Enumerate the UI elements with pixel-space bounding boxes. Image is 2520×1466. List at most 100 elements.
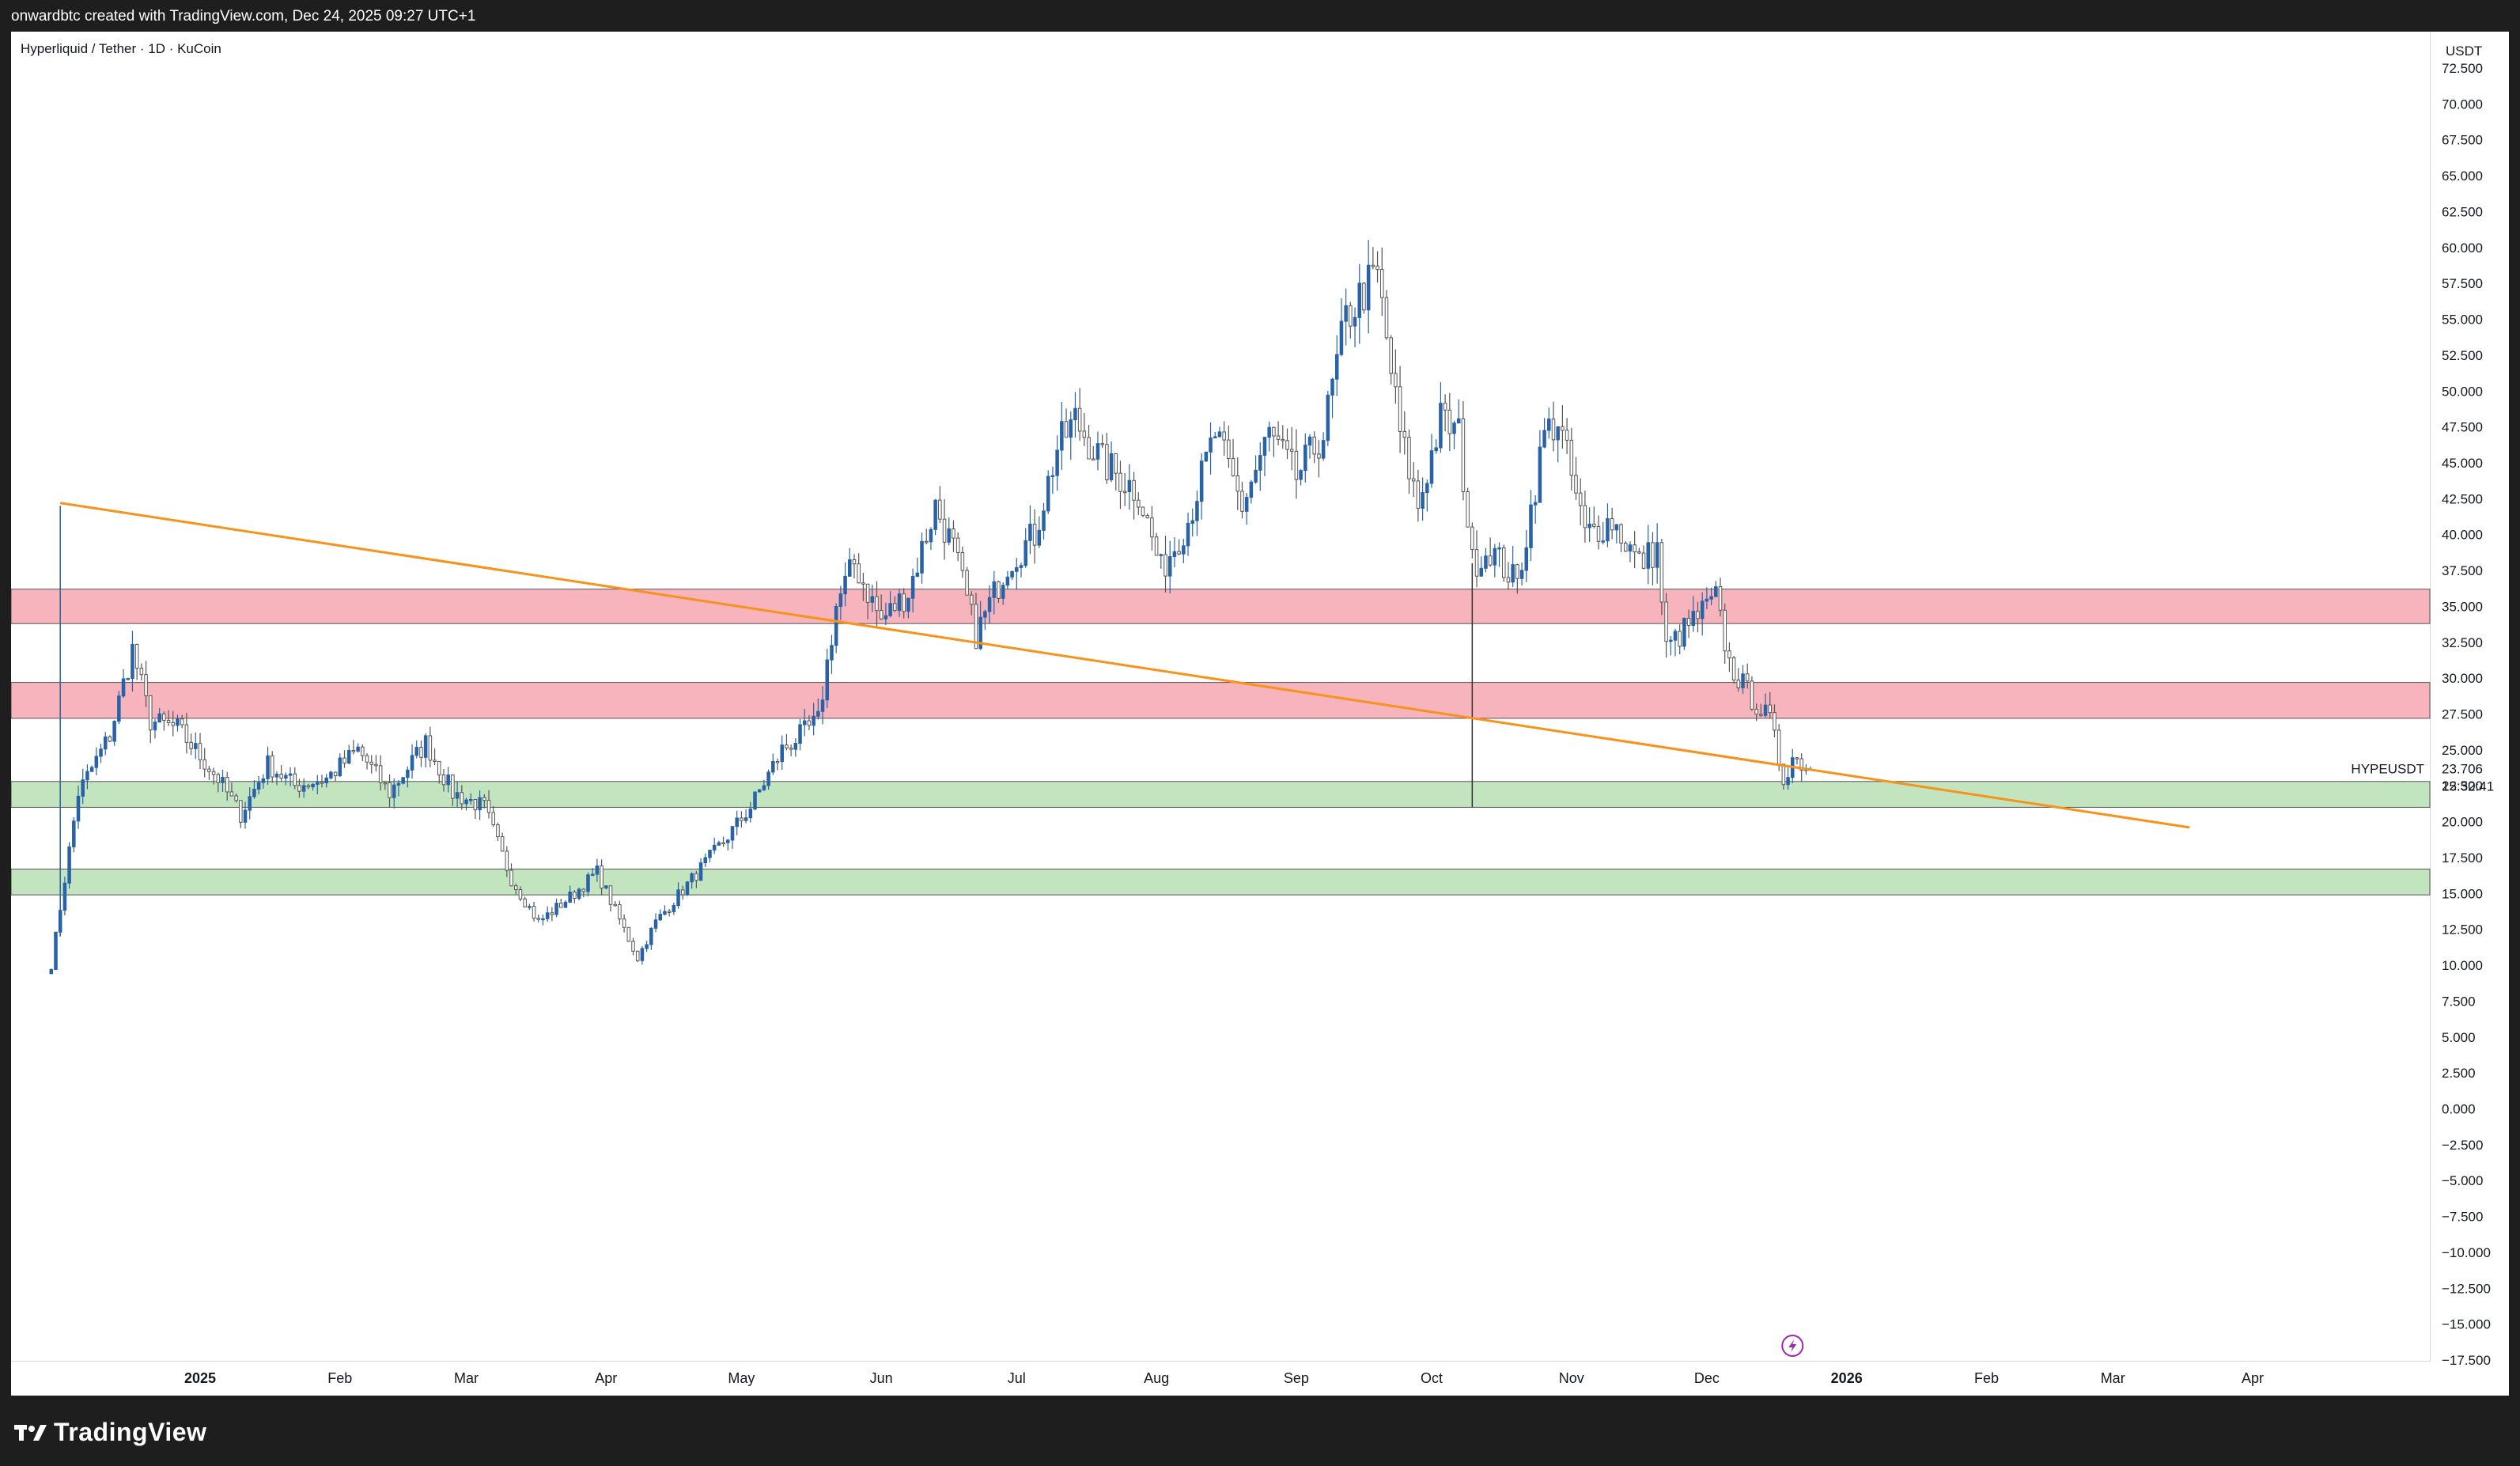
candle-body xyxy=(361,746,365,756)
candle-body xyxy=(1199,460,1204,502)
y-tick-label: −5.000 xyxy=(2442,1173,2483,1188)
candle-body xyxy=(194,743,198,749)
y-tick-label: 30.000 xyxy=(2442,671,2483,686)
candle-body xyxy=(76,795,81,822)
candle-body xyxy=(1542,430,1546,448)
candle-body xyxy=(766,771,770,786)
candle-body xyxy=(631,941,635,952)
candle-body xyxy=(694,873,698,881)
candle-body xyxy=(938,499,942,520)
candle-body xyxy=(1321,440,1326,459)
candle-body xyxy=(1768,704,1773,714)
candle-body xyxy=(545,912,550,919)
candle-body xyxy=(1164,554,1167,577)
last-price-label: 23.706 xyxy=(2442,761,2483,776)
candle-body xyxy=(1565,430,1569,441)
candle-body xyxy=(1015,566,1019,572)
candle-body xyxy=(983,611,987,618)
tradingview-logo[interactable]: TradingView xyxy=(14,1418,206,1447)
candle-body xyxy=(1691,611,1696,627)
candle-body xyxy=(1736,680,1741,688)
candle-body xyxy=(663,911,667,915)
candle-body xyxy=(342,757,346,764)
candle-body xyxy=(910,575,915,599)
candle-body xyxy=(1344,305,1348,322)
candle-body xyxy=(180,718,184,725)
candle-body xyxy=(248,796,252,811)
y-tick-label: 52.500 xyxy=(2442,348,2483,363)
candle-body xyxy=(1240,491,1244,512)
candle-body xyxy=(311,783,315,788)
candle-body xyxy=(775,760,780,763)
candle-body xyxy=(1628,544,1633,552)
candle-body xyxy=(1416,480,1421,509)
candle-body xyxy=(89,767,94,772)
candle-body xyxy=(1569,439,1574,476)
candles-group xyxy=(49,240,1813,975)
candle-body xyxy=(211,771,216,775)
candle-body xyxy=(1249,481,1254,498)
candle-body xyxy=(875,596,879,612)
candle-body xyxy=(523,898,527,907)
candle-body xyxy=(1452,422,1456,434)
candle-body xyxy=(568,892,572,903)
candle-body xyxy=(468,798,473,801)
candle-body xyxy=(234,795,238,801)
symbol-price-label: HYPEUSDT xyxy=(2351,761,2424,776)
candle-body xyxy=(171,722,176,726)
candle-body xyxy=(108,736,112,742)
candle-body xyxy=(726,839,730,843)
y-tick-label: 10.000 xyxy=(2442,958,2483,973)
y-tick-label: 70.000 xyxy=(2442,97,2483,112)
y-tick-label: 0.000 xyxy=(2442,1101,2476,1116)
candle-body xyxy=(676,889,680,907)
x-tick-label: Apr xyxy=(2242,1370,2264,1386)
candle-body xyxy=(261,778,266,783)
candle-body xyxy=(1299,470,1303,480)
candle-body xyxy=(771,760,775,773)
y-tick-label: 72.500 xyxy=(2442,61,2483,76)
candle-body xyxy=(843,575,847,595)
zone-resistance-1 xyxy=(11,682,2431,719)
candle-body xyxy=(131,643,134,680)
candle-body xyxy=(1077,407,1082,432)
candle-body xyxy=(581,888,586,892)
x-tick-label: Sep xyxy=(1284,1370,1309,1386)
price-chart[interactable]: 72.500 70.000 67.500 65.000 62.500 60.000 57.5… xyxy=(11,32,2509,1396)
candle-body xyxy=(604,885,608,888)
candle-body xyxy=(62,882,67,911)
x-tick-label: Oct xyxy=(1421,1370,1443,1386)
candle-body xyxy=(1682,617,1686,647)
candle-body xyxy=(1371,264,1375,267)
candle-body xyxy=(1596,525,1601,542)
candle-body xyxy=(229,791,234,797)
candle-body xyxy=(785,744,789,748)
candle-body xyxy=(1304,445,1307,472)
candle-body xyxy=(1773,712,1776,731)
candle-body xyxy=(1190,520,1194,524)
candle-body xyxy=(1109,453,1114,480)
candle-body xyxy=(1285,440,1289,450)
candle-body xyxy=(338,757,342,777)
candle-body xyxy=(482,797,486,801)
candle-body xyxy=(1407,437,1411,479)
candle-body xyxy=(893,603,897,612)
candle-body xyxy=(1032,523,1037,546)
trendline xyxy=(59,502,2190,829)
candle-body xyxy=(740,817,744,821)
candle-body xyxy=(1425,483,1429,494)
candle-body xyxy=(834,606,838,646)
candle-body xyxy=(680,889,685,896)
y-tick-label: −2.500 xyxy=(2442,1138,2483,1153)
chart-panel[interactable]: 72.500 70.000 67.500 65.000 62.500 60.000 57.5… xyxy=(11,32,2509,1396)
y-tick-label: 15.000 xyxy=(2442,886,2483,901)
candle-body xyxy=(1398,386,1402,432)
candle-body xyxy=(284,775,288,779)
candle-body xyxy=(288,773,293,776)
candle-body xyxy=(1686,617,1691,627)
candle-body xyxy=(1461,418,1466,493)
candle-body xyxy=(1619,524,1623,544)
candle-body xyxy=(1366,264,1371,311)
candle-body xyxy=(396,782,401,786)
candle-body xyxy=(256,782,261,790)
